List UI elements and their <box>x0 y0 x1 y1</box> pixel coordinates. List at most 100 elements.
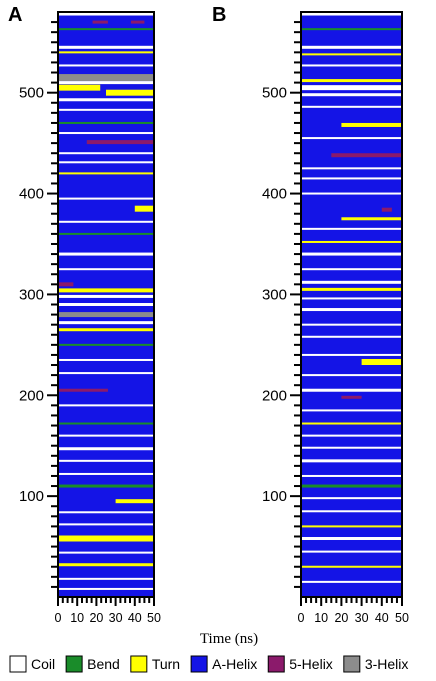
panel-a-band-coil <box>58 132 154 135</box>
panel-a-band-bend <box>58 422 154 425</box>
panel-b-band-coil <box>301 335 402 338</box>
panel-b-band-5-helix <box>331 153 402 158</box>
panel-a-x-tick-label: 40 <box>128 611 142 625</box>
panel-a-band-bend <box>58 232 154 235</box>
panel-a-band-5-helix <box>92 20 108 24</box>
panel-a-band-turn <box>58 535 154 542</box>
panel-b-y-axis: 100 200 300 400 500 <box>262 21 301 588</box>
panel-a: A 100 200 300 400 500 0 10 20 30 40 50 <box>8 4 161 625</box>
panel-a-band-turn <box>115 499 154 504</box>
panel-a-y-tick-label: 100 <box>19 488 44 505</box>
panel-b-band-5-helix <box>341 395 362 399</box>
legend-swatch-bend <box>65 655 83 673</box>
panel-a-band-turn <box>58 172 154 175</box>
panel-b-band-turn <box>341 217 402 221</box>
legend-label-a-helix: A-Helix <box>212 656 257 672</box>
panel-b-band-turn <box>341 122 402 127</box>
panel-b-plot-area <box>300 11 403 598</box>
panel-a-band-coil <box>58 220 154 223</box>
panel-b-band-coil <box>301 268 402 271</box>
panel-a-band-3-helix <box>58 312 154 318</box>
panel-a-band-coil <box>58 64 154 67</box>
panel-a-band-bend <box>58 484 154 488</box>
panel-a-band-coil <box>58 372 154 375</box>
legend-swatch-turn <box>130 655 148 673</box>
panel-b-band-bend <box>301 484 402 488</box>
panel-a-band-coil <box>58 152 154 155</box>
panel-a-band-turn <box>58 84 101 91</box>
panel-b-band-coil <box>301 374 402 377</box>
panel-b-band-turn <box>301 53 402 56</box>
panel-a-x-tick-label: 50 <box>147 611 161 625</box>
panel-b-band-coil <box>301 85 402 91</box>
panel-b-band-coil <box>301 323 402 326</box>
legend-swatch-5-helix <box>267 655 285 673</box>
panel-b-band-coil <box>301 580 402 583</box>
panel-b-band-coil <box>301 353 402 356</box>
x-axis-label: Time (ns) <box>200 631 258 647</box>
panel-a-band-coil <box>58 358 154 361</box>
panel-a-band-coil <box>58 12 154 16</box>
legend-label-3-helix: 3-Helix <box>365 656 409 672</box>
panel-a-band-turn <box>58 288 154 293</box>
panel-b-x-axis: 0 10 20 30 40 50 <box>298 597 409 625</box>
panel-b-band-coil <box>301 137 402 140</box>
panel-a-band-5-helix <box>58 388 108 392</box>
panel-b-band-turn <box>301 79 402 83</box>
panel-b-band-turn <box>301 422 402 425</box>
legend-label-bend: Bend <box>87 656 120 672</box>
panel-a-band-5-helix <box>58 282 74 287</box>
panel-b-x-tick-label: 40 <box>375 611 389 625</box>
panel-a-band-5-helix <box>86 140 154 145</box>
panel-a-band-coil <box>58 197 154 200</box>
panel-b-y-tick-label: 400 <box>262 186 287 203</box>
panel-a-y-tick-label: 400 <box>19 186 44 203</box>
panel-a-y-tick-label: 300 <box>19 286 44 303</box>
panel-b-band-coil <box>301 510 402 513</box>
panel-b-letter: B <box>212 4 226 26</box>
panel-a-band-coil <box>58 511 154 514</box>
legend-swatch-3-helix <box>343 655 361 673</box>
panel-b-y-tick-label: 200 <box>262 387 287 404</box>
panel-b-band-coil <box>301 537 402 540</box>
panel-a-band-turn <box>58 51 154 54</box>
panel-a-band-coil <box>58 98 154 102</box>
panel-a-band-coil <box>58 268 154 271</box>
panel-b-band-coil <box>301 550 402 553</box>
panel-a-x-tick-label: 30 <box>109 611 123 625</box>
panel-b-band-turn <box>301 565 402 568</box>
panel-a-plot-area <box>57 11 155 598</box>
panel-a-band-bend <box>58 28 154 31</box>
panel-b-background <box>301 12 402 597</box>
panel-b-band-5-helix <box>381 207 392 212</box>
panel-b-band-coil <box>301 497 402 500</box>
panel-b-band-coil <box>301 45 402 49</box>
panel-b-band-coil <box>301 105 402 108</box>
panel-b-band-coil <box>301 167 402 170</box>
panel-b-x-tick-label: 20 <box>334 611 348 625</box>
panel-b-band-coil <box>301 12 402 16</box>
panel-a-band-turn <box>58 328 154 332</box>
panel-b-band-turn <box>301 287 402 291</box>
panel-a-band-coil <box>58 523 154 526</box>
panel-b-x-tick-label: 30 <box>355 611 369 625</box>
panel-b-x-tick-label: 0 <box>298 611 305 625</box>
panel-b-x-tick-label: 10 <box>314 611 328 625</box>
panel-b-band-turn <box>361 358 402 365</box>
legend-label-turn: Turn <box>152 656 180 672</box>
panel-b-y-tick-label: 100 <box>262 488 287 505</box>
panel-a-x-tick-label: 20 <box>89 611 103 625</box>
panel-a-band-coil <box>58 459 154 462</box>
panel-a-band-coil <box>58 294 154 298</box>
panel-a-band-turn <box>58 563 154 567</box>
panel-b-band-coil <box>301 434 402 437</box>
panel-a-band-coil <box>58 108 154 111</box>
panel-a-band-bend <box>58 121 154 124</box>
panel-a-x-axis: 0 10 20 30 40 50 <box>55 597 161 625</box>
panel-a-band-coil <box>58 161 154 164</box>
panel-b-band-coil <box>301 297 402 300</box>
panel-b-band-coil <box>301 252 402 256</box>
panel-a-band-coil <box>58 587 154 590</box>
panel-a-band-coil <box>58 447 154 451</box>
